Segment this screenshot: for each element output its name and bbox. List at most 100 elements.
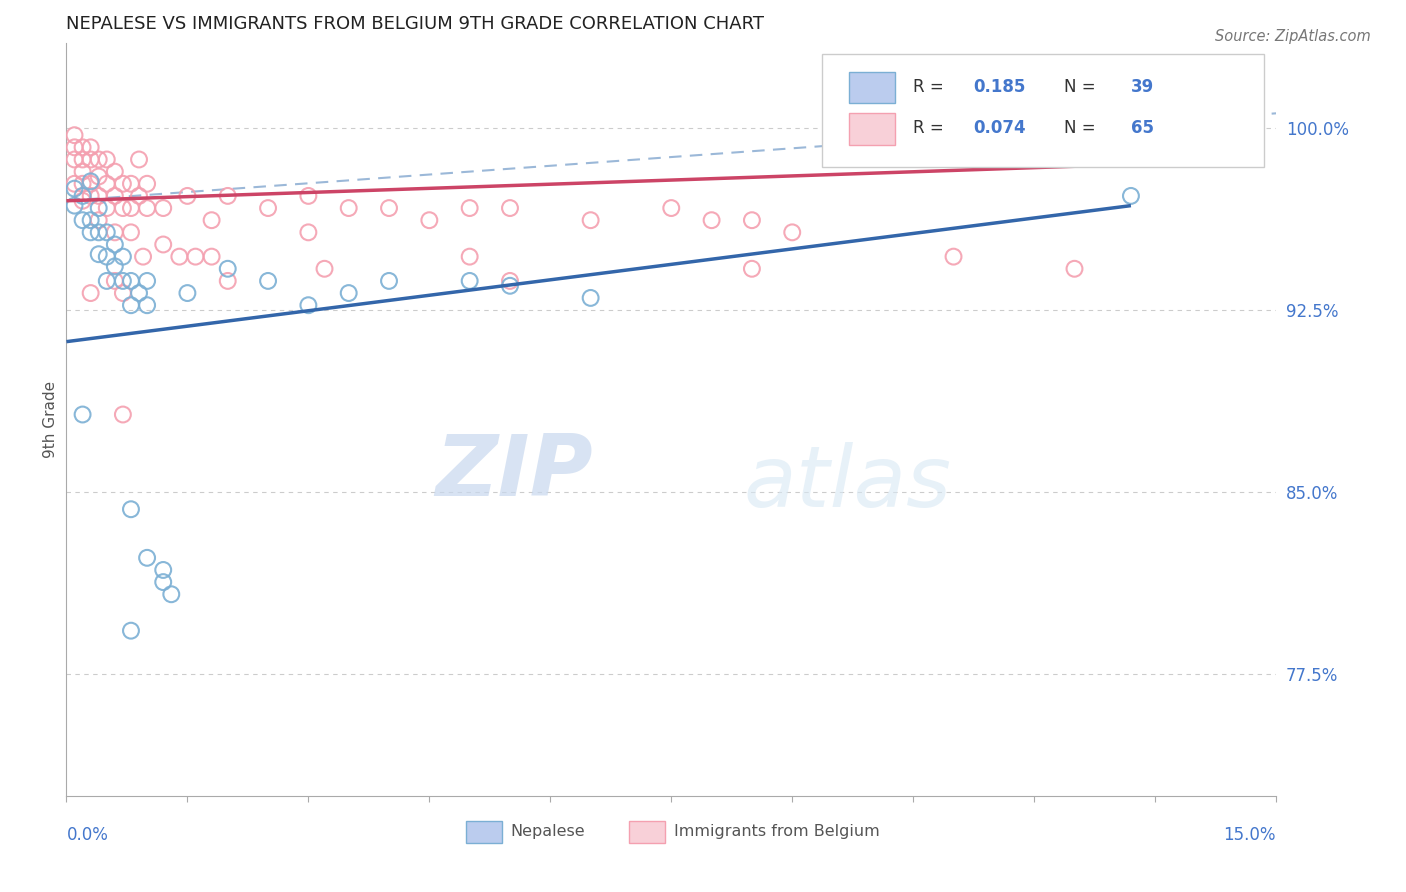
Point [79, 153, 101, 167]
Text: NEPALESE VS IMMIGRANTS FROM BELGIUM 9TH GRADE CORRELATION CHART: NEPALESE VS IMMIGRANTS FROM BELGIUM 9TH … [66, 15, 765, 33]
Point [217, 261, 239, 276]
Point [942, 250, 965, 264]
Point [152, 237, 174, 252]
Point [104, 189, 127, 203]
Point [87, 247, 110, 261]
Point [378, 274, 401, 288]
Point [96, 250, 118, 264]
Point [79, 140, 101, 154]
Point [499, 274, 522, 288]
Point [579, 213, 602, 227]
Text: Immigrants from Belgium: Immigrants from Belgium [673, 824, 879, 839]
Point [741, 261, 763, 276]
Point [111, 274, 134, 288]
Point [176, 286, 198, 301]
Text: ZIP: ZIP [434, 431, 593, 514]
Point [297, 189, 319, 203]
Point [87, 189, 110, 203]
Point [120, 298, 142, 312]
Point [337, 286, 360, 301]
Point [63, 128, 86, 143]
Point [418, 213, 440, 227]
Point [111, 408, 134, 422]
Point [297, 225, 319, 239]
Text: Source: ZipAtlas.com: Source: ZipAtlas.com [1215, 29, 1371, 44]
Point [96, 153, 118, 167]
Point [87, 153, 110, 167]
Text: R =: R = [914, 119, 949, 137]
Point [128, 153, 150, 167]
Point [79, 174, 101, 188]
Point [132, 250, 155, 264]
Point [96, 274, 118, 288]
Point [169, 250, 191, 264]
Point [120, 274, 142, 288]
Point [72, 189, 94, 203]
Point [128, 286, 150, 301]
Point [79, 177, 101, 191]
Point [104, 274, 127, 288]
Point [176, 189, 198, 203]
Point [184, 250, 207, 264]
Point [700, 213, 723, 227]
Text: 15.0%: 15.0% [1223, 826, 1277, 844]
Point [780, 225, 803, 239]
Text: N =: N = [1064, 78, 1101, 95]
Point [136, 550, 159, 565]
Y-axis label: 9th Grade: 9th Grade [44, 381, 58, 458]
Point [63, 177, 86, 191]
Point [104, 237, 127, 252]
Point [160, 587, 183, 601]
Text: 0.074: 0.074 [974, 119, 1026, 137]
Point [128, 189, 150, 203]
FancyBboxPatch shape [465, 822, 502, 843]
Point [217, 189, 239, 203]
Text: 65: 65 [1130, 119, 1154, 137]
FancyBboxPatch shape [823, 54, 1264, 167]
Point [257, 274, 280, 288]
Point [499, 201, 522, 215]
Point [111, 250, 134, 264]
Point [87, 169, 110, 184]
Point [201, 250, 224, 264]
Point [72, 153, 94, 167]
FancyBboxPatch shape [628, 822, 665, 843]
Text: atlas: atlas [744, 442, 952, 524]
Point [72, 194, 94, 208]
Point [63, 199, 86, 213]
Point [72, 164, 94, 178]
Point [72, 408, 94, 422]
Point [136, 274, 159, 288]
Point [120, 502, 142, 516]
Point [458, 201, 481, 215]
Point [63, 153, 86, 167]
Point [1119, 189, 1142, 203]
Point [111, 286, 134, 301]
Point [297, 298, 319, 312]
Point [201, 213, 224, 227]
Point [217, 274, 239, 288]
Text: 39: 39 [1130, 78, 1154, 95]
Point [79, 213, 101, 227]
Point [96, 201, 118, 215]
Point [741, 213, 763, 227]
Point [87, 225, 110, 239]
Point [257, 201, 280, 215]
Point [136, 201, 159, 215]
Point [378, 201, 401, 215]
Point [111, 201, 134, 215]
Text: 0.185: 0.185 [974, 78, 1026, 95]
Point [87, 213, 110, 227]
Point [659, 201, 682, 215]
Point [79, 225, 101, 239]
Point [152, 563, 174, 577]
Text: Nepalese: Nepalese [510, 824, 585, 839]
Point [314, 261, 336, 276]
FancyBboxPatch shape [849, 71, 896, 103]
Point [152, 201, 174, 215]
Point [1063, 261, 1085, 276]
Point [152, 575, 174, 590]
Point [120, 624, 142, 638]
Point [120, 225, 142, 239]
Point [72, 177, 94, 191]
